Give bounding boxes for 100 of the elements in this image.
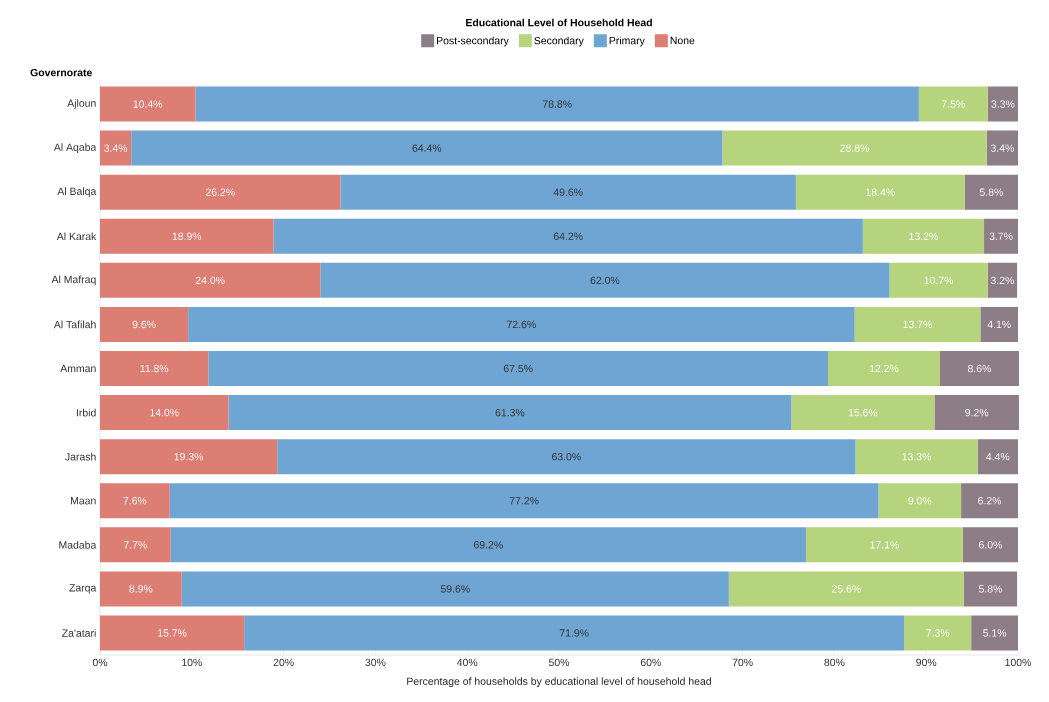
data-label: 14.0% [150,408,179,417]
bar [100,130,132,166]
y-tick-label: Madaba [59,540,97,549]
bar [961,483,1019,519]
bar [980,306,1019,342]
y-tick-label: Al Mafraq [51,275,96,286]
bar [963,571,1018,607]
bar [181,571,729,607]
data-label: 62.0% [590,276,620,285]
bar [889,262,988,298]
data-label: 28.8% [840,144,870,152]
bar [195,86,919,122]
data-label: 26.2% [205,188,235,196]
data-label: 8.6% [967,364,991,373]
x-tick-label: 60% [640,658,661,667]
data-label: 5.1% [983,629,1007,637]
data-label: 9.0% [908,497,932,505]
x-tick-label: 100% [1005,658,1031,667]
data-label: 10.4% [133,100,163,108]
data-label: 78.8% [542,100,572,108]
data-label: 13.7% [903,320,932,329]
y-tick-label: Zarqa [69,584,97,594]
y-tick-label: Ajloun [67,99,96,109]
y-tick-label: Amman [60,364,96,373]
x-tick-label: 80% [824,658,845,667]
data-label: 3.4% [990,144,1014,152]
legend-label: Primary [609,36,645,47]
bar [977,439,1019,475]
bar [934,395,1019,431]
bar [971,615,1019,651]
bar [795,174,965,210]
data-label: 7.7% [123,541,147,549]
bar [100,615,245,651]
bar [100,86,196,122]
bar [188,306,855,342]
data-label: 25.6% [832,585,861,593]
bar [878,483,962,519]
legend-label: None [670,36,695,45]
bar [862,218,985,254]
data-label: 18.4% [866,188,895,196]
data-label: 18.9% [172,232,202,240]
data-label: 3.2% [990,276,1014,285]
data-label: 3.7% [989,232,1013,240]
data-label: 61.3% [495,408,525,417]
x-tick-label: 0% [92,658,108,667]
legend-label: Secondary [534,36,584,47]
bar [320,262,890,298]
data-label: 7.3% [926,629,950,637]
bar [100,571,182,607]
data-label: 69.2% [474,541,503,549]
bar [131,130,723,166]
bar [100,439,278,475]
bar [244,615,905,651]
bar [169,483,879,519]
bar [728,571,964,607]
bar [273,218,863,254]
bar [340,174,796,210]
y-tick-label: Al Tafilah [53,320,96,329]
bar [805,527,963,563]
bar [827,351,940,386]
data-label: 5.8% [979,188,1003,196]
data-label: 19.3% [174,452,204,461]
data-label: 24.0% [195,276,225,285]
bar [100,351,209,386]
bar [100,174,341,210]
bar [100,395,229,431]
bar [918,86,988,122]
legend-label: Post-secondary [437,36,509,47]
data-label: 3.3% [991,100,1015,108]
y-tick-label: Al Balqa [57,187,97,198]
y-tick-label: Al Karak [56,232,97,241]
data-label: 59.6% [440,585,470,593]
x-tick-label: 40% [456,658,478,667]
x-tick-label: 30% [365,658,386,667]
data-label: 4.1% [987,320,1011,329]
data-label: 5.8% [978,585,1003,593]
bar [100,262,321,298]
data-label: 9.6% [132,320,156,329]
x-tick-label: 90% [916,658,937,667]
data-label: 8.9% [129,585,153,593]
bar [100,483,170,519]
bar [228,395,792,431]
bar [208,351,828,386]
data-label: 72.6% [507,320,536,329]
bar [987,86,1019,122]
data-label: 13.3% [902,452,932,461]
y-tick-label: Irbid [76,408,96,417]
data-label: 67.5% [503,364,533,373]
y-tick-label: Maan [71,497,96,505]
data-label: 13.2% [909,232,938,240]
data-label: 10.7% [924,276,954,285]
bar [854,306,981,342]
y-tick-label: Za'atari [62,629,96,637]
data-label: 6.0% [979,541,1003,549]
bar [100,306,189,342]
x-axis-title: Percentage of households by educational level of household head [407,677,711,688]
data-label: 12.2% [869,364,899,373]
data-label: 15.7% [158,629,187,637]
data-label: 63.0% [552,452,581,461]
bar [277,439,856,475]
